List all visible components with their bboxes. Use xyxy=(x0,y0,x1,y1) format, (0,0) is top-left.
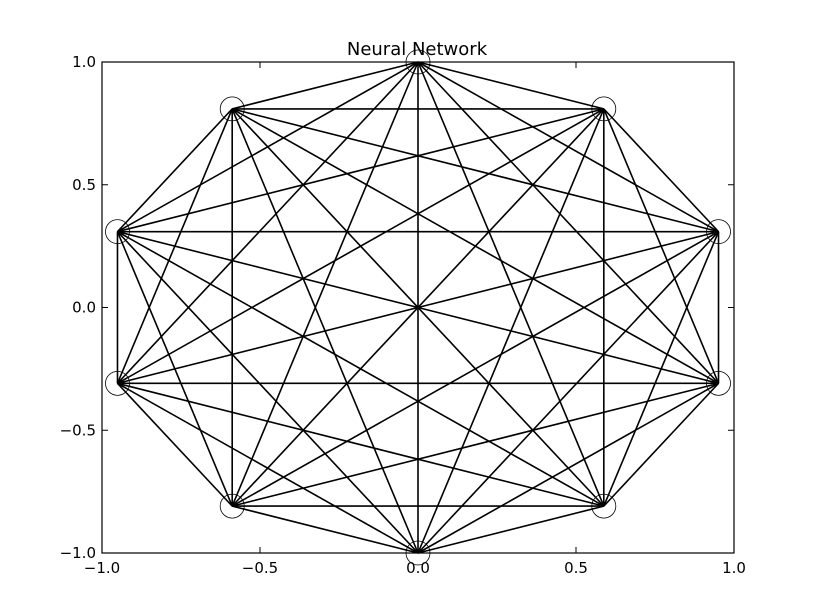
y-tick-label: 0.5 xyxy=(72,176,96,194)
node-marker xyxy=(105,219,130,245)
node-marker xyxy=(105,370,130,396)
edge-line xyxy=(603,108,720,233)
edge-line xyxy=(231,61,419,110)
edge-line xyxy=(116,108,233,233)
edge-line xyxy=(231,108,419,554)
axes: −1.0 −0.5 0.0 0.5 1.0 −1.0 −0.5 0.0 0.5 1.0 xyxy=(60,53,746,577)
x-tick-label: −0.5 xyxy=(242,559,278,577)
edge-line xyxy=(417,505,605,554)
edge-line xyxy=(117,382,605,507)
y-tick-label: −1.0 xyxy=(60,544,96,562)
node-marker xyxy=(219,493,245,519)
edge-line xyxy=(116,108,233,384)
node-marker xyxy=(219,96,245,122)
node-marker xyxy=(591,96,617,122)
chart-title: Neural Network xyxy=(347,39,488,60)
edge-line xyxy=(231,382,719,507)
edge-line xyxy=(417,61,720,384)
edge-line xyxy=(117,382,419,554)
x-tick-label: −1.0 xyxy=(84,559,120,577)
x-tick-label: 1.0 xyxy=(722,559,746,577)
edge-line xyxy=(117,230,605,507)
node-marker xyxy=(706,370,731,396)
edge-line xyxy=(117,108,605,233)
edge-line xyxy=(231,108,605,507)
edge-line xyxy=(231,108,719,385)
y-tick-label: 1.0 xyxy=(72,53,96,71)
edge-line xyxy=(116,231,419,554)
plot-area xyxy=(105,49,731,566)
edge-line xyxy=(603,382,720,507)
edge-line xyxy=(417,61,605,110)
x-tick-label: 0.0 xyxy=(406,559,430,577)
edge-line xyxy=(116,382,233,507)
edge-line xyxy=(116,61,419,384)
edge-line xyxy=(231,108,719,233)
node-marker xyxy=(591,493,617,519)
edge-line xyxy=(116,231,233,507)
y-tick-label: −0.5 xyxy=(60,421,96,439)
edge-line xyxy=(417,231,720,554)
x-tick-label: 0.5 xyxy=(564,559,588,577)
edge-line xyxy=(231,505,419,554)
node-marker xyxy=(706,219,731,245)
y-tick-label: 0.0 xyxy=(72,299,96,317)
